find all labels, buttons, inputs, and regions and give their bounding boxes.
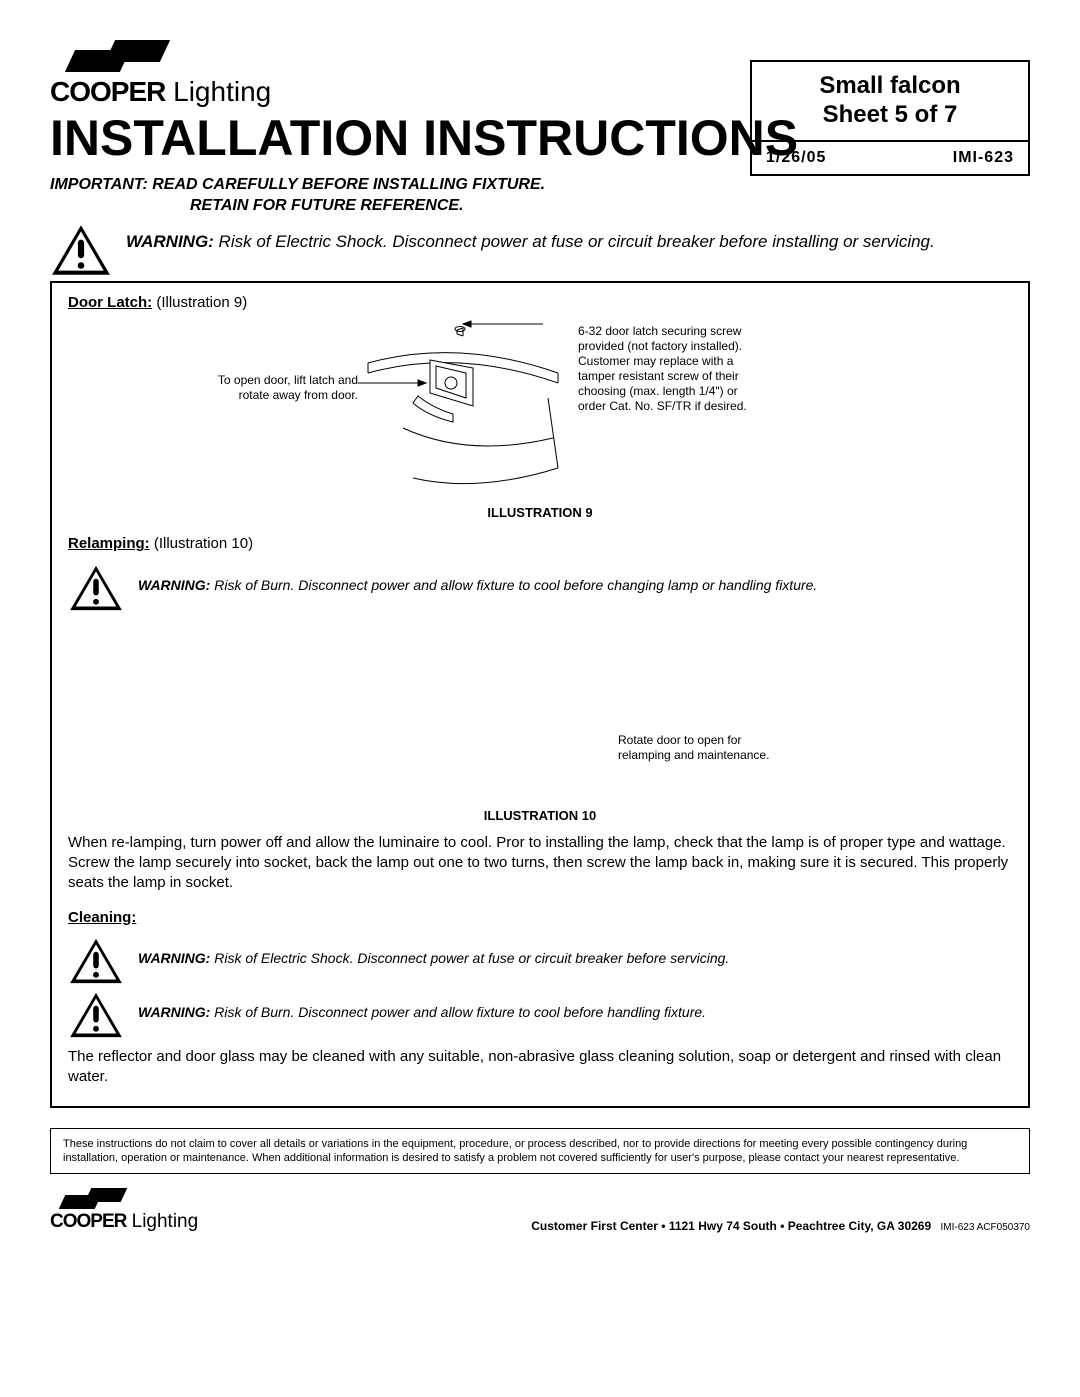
illus9-right-note: 6-32 door latch securing screw provided … [578, 324, 748, 414]
door-latch-heading: Door Latch: (Illustration 9) [68, 293, 1012, 313]
cleaning-head: Cleaning: [68, 909, 136, 926]
info-box-title: Small falcon Sheet 5 of 7 [752, 62, 1028, 142]
clean-shock-text: WARNING: Risk of Electric Shock. Disconn… [138, 937, 729, 967]
brand-light: Lighting [126, 1211, 198, 1232]
footer-logo: COOPER Lighting [50, 1188, 198, 1235]
illus9-caption: ILLUSTRATION 9 [68, 505, 1012, 522]
warning-body: Risk of Electric Shock. Disconnect power… [210, 950, 729, 966]
logo-block: COOPER Lighting INSTALLATION INSTRUCTION… [50, 40, 798, 217]
info-product: Small falcon [766, 72, 1014, 101]
header: COOPER Lighting INSTALLATION INSTRUCTION… [50, 40, 1030, 217]
info-sheet: Sheet 5 of 7 [766, 101, 1014, 130]
top-warning-text: WARNING: Risk of Electric Shock. Disconn… [126, 223, 935, 253]
retain-line: RETAIN FOR FUTURE REFERENCE. [50, 196, 798, 217]
illus10-caption: ILLUSTRATION 10 [68, 808, 1012, 825]
cooper-logo-icon [62, 1188, 142, 1214]
illustration-9-area: To open door, lift latch and rotate away… [68, 318, 1012, 503]
cooper-logo-icon [70, 40, 190, 80]
page-title: INSTALLATION INSTRUCTIONS [50, 106, 798, 171]
brand-bold: COOPER [50, 1211, 126, 1232]
relamping-heading: Relamping: (Illustration 10) [68, 534, 1012, 554]
warning-triangle-icon [68, 564, 124, 612]
cleaning-warning-shock: WARNING: Risk of Electric Shock. Disconn… [68, 937, 1012, 985]
disclaimer-box: These instructions do not claim to cover… [50, 1128, 1030, 1175]
footer: COOPER Lighting Customer First Center • … [50, 1188, 1030, 1235]
relamp-warning: WARNING: Risk of Burn. Disconnect power … [68, 564, 1012, 612]
relamping-ref: (Illustration 10) [150, 535, 253, 552]
info-date: 1/26/05 [766, 148, 826, 169]
illus10-note: Rotate door to open for relamping and ma… [618, 733, 778, 763]
footer-codes: IMI-623 ACF050370 [941, 1222, 1031, 1233]
footer-address: Customer First Center • 1121 Hwy 74 Sout… [531, 1219, 931, 1233]
warning-label: WARNING: [138, 577, 210, 593]
door-latch-ref: (Illustration 9) [152, 294, 247, 311]
top-warning: WARNING: Risk of Electric Shock. Disconn… [50, 223, 1030, 277]
brand-light: Lighting [165, 76, 271, 107]
cleaning-heading: Cleaning: [68, 908, 1012, 928]
warning-label: WARNING: [138, 950, 210, 966]
content-box: Door Latch: (Illustration 9) To open doo… [50, 281, 1030, 1108]
footer-text: Customer First Center • 1121 Hwy 74 Sout… [531, 1219, 1030, 1235]
warning-triangle-icon [68, 937, 124, 985]
warning-label: WARNING: [138, 1004, 210, 1020]
warning-body: Risk of Burn. Disconnect power and allow… [210, 577, 817, 593]
clean-burn-text: WARNING: Risk of Burn. Disconnect power … [138, 991, 706, 1021]
warning-label: WARNING: [126, 232, 214, 251]
relamping-head: Relamping: [68, 535, 150, 552]
info-box: Small falcon Sheet 5 of 7 1/26/05 IMI-62… [750, 60, 1030, 176]
warning-body: Risk of Burn. Disconnect power and allow… [210, 1004, 706, 1020]
cleaning-warning-burn: WARNING: Risk of Burn. Disconnect power … [68, 991, 1012, 1039]
warning-body: Risk of Electric Shock. Disconnect power… [214, 232, 935, 251]
brand-bold: COOPER [50, 76, 165, 107]
info-code: IMI-623 [953, 148, 1014, 169]
illus9-left-note: To open door, lift latch and rotate away… [208, 373, 358, 403]
relamp-warning-text: WARNING: Risk of Burn. Disconnect power … [138, 564, 817, 594]
warning-triangle-icon [50, 223, 112, 277]
info-box-meta: 1/26/05 IMI-623 [752, 142, 1028, 175]
warning-triangle-icon [68, 991, 124, 1039]
relamp-paragraph: When re-lamping, turn power off and allo… [68, 833, 1012, 894]
cleaning-paragraph: The reflector and door glass may be clea… [68, 1047, 1012, 1088]
illustration-9-icon [358, 318, 568, 493]
important-line: IMPORTANT: READ CAREFULLY BEFORE INSTALL… [50, 175, 798, 196]
illustration-10-area: Rotate door to open for relamping and ma… [68, 618, 1012, 808]
door-latch-head: Door Latch: [68, 294, 152, 311]
